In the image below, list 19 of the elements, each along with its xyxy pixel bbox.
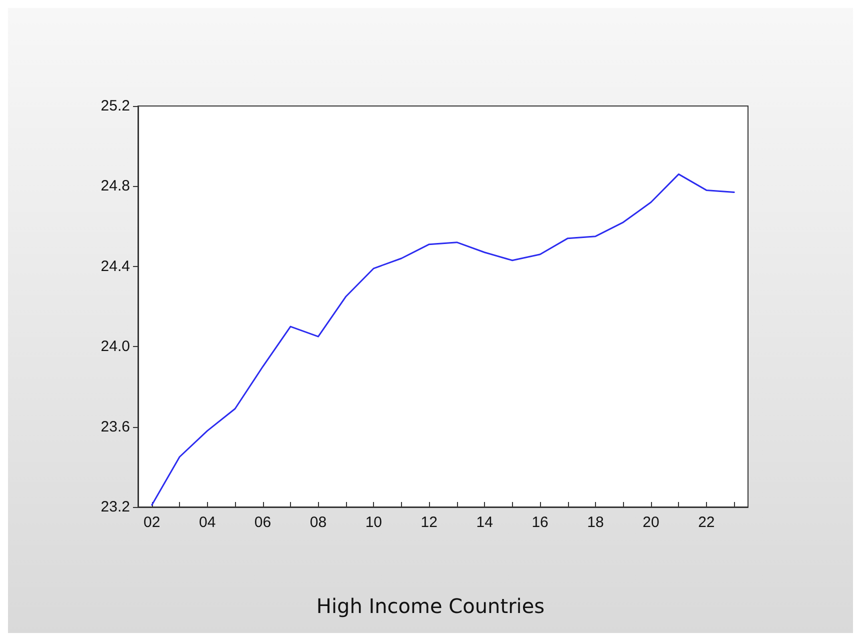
x-tick-label: 22 <box>698 514 715 531</box>
x-tick-label: 16 <box>532 514 548 531</box>
y-tick-label: 24.4 <box>100 258 130 275</box>
x-tick-label: 10 <box>365 514 382 531</box>
y-tick-label: 24.0 <box>100 338 130 356</box>
text: High Income Countries <box>316 594 545 618</box>
x-tick-label: 06 <box>254 514 272 531</box>
y-tick-label: 25.2 <box>100 98 130 114</box>
x-tick-label: 14 <box>476 514 493 531</box>
y-tick-label: 23.2 <box>100 498 130 516</box>
line-series <box>151 173 735 506</box>
x-tick-label: 20 <box>642 514 660 531</box>
x-tick-label: 04 <box>198 514 216 531</box>
x-tick-label: 02 <box>144 514 160 531</box>
x-tick-label: 18 <box>587 514 604 531</box>
y-tick-label: 23.6 <box>100 418 130 436</box>
x-tick-label: 08 <box>310 514 327 531</box>
x-tick-label: 12 <box>420 514 438 531</box>
y-tick-label: 24.8 <box>100 178 130 195</box>
